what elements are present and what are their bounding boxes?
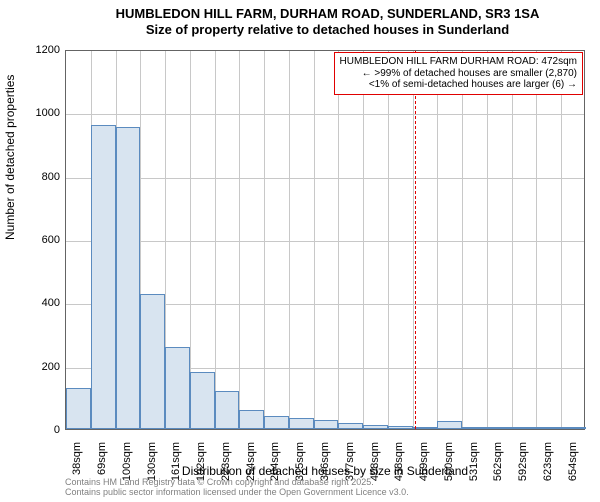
y-tick: 1000 xyxy=(10,107,60,119)
histogram-bar xyxy=(314,420,339,430)
gridline-h xyxy=(66,241,584,242)
x-axis-label: Distribution of detached houses by size … xyxy=(65,464,585,478)
y-tick: 600 xyxy=(10,234,60,246)
histogram-bar xyxy=(91,125,116,429)
annotation-line: HUMBLEDON HILL FARM DURHAM ROAD: 472sqm xyxy=(340,56,577,68)
property-size-histogram: HUMBLEDON HILL FARM, DURHAM ROAD, SUNDER… xyxy=(0,0,600,500)
gridline-h xyxy=(66,178,584,179)
histogram-bar xyxy=(413,427,438,429)
gridline-v xyxy=(512,51,513,429)
title-line-1: HUMBLEDON HILL FARM, DURHAM ROAD, SUNDER… xyxy=(65,6,590,22)
gridline-v xyxy=(561,51,562,429)
histogram-bar xyxy=(338,423,363,429)
gridline-v xyxy=(437,51,438,429)
y-axis-label: Number of detached properties xyxy=(3,75,17,240)
histogram-bar xyxy=(363,425,388,429)
gridline-v xyxy=(363,51,364,429)
gridline-v xyxy=(289,51,290,429)
y-tick: 400 xyxy=(10,297,60,309)
histogram-bar xyxy=(289,418,314,429)
gridline-v xyxy=(314,51,315,429)
reference-line xyxy=(415,51,416,429)
histogram-bar xyxy=(536,427,561,429)
histogram-bar xyxy=(140,294,165,429)
gridline-v xyxy=(487,51,488,429)
histogram-bar xyxy=(388,426,413,429)
y-tick: 0 xyxy=(10,424,60,436)
chart-footer: Contains HM Land Registry data © Crown c… xyxy=(65,478,409,498)
gridline-v xyxy=(462,51,463,429)
histogram-bar xyxy=(215,391,240,429)
histogram-bar xyxy=(190,372,215,429)
gridline-v xyxy=(239,51,240,429)
gridline-v xyxy=(388,51,389,429)
footer-line-2: Contains public sector information licen… xyxy=(65,488,409,498)
histogram-bar xyxy=(239,410,264,429)
histogram-bar xyxy=(116,127,141,429)
title-line-2: Size of property relative to detached ho… xyxy=(65,22,590,38)
plot-area: HUMBLEDON HILL FARM DURHAM ROAD: 472sqm←… xyxy=(65,50,585,430)
chart-title: HUMBLEDON HILL FARM, DURHAM ROAD, SUNDER… xyxy=(65,6,590,37)
gridline-v xyxy=(413,51,414,429)
annotation-box: HUMBLEDON HILL FARM DURHAM ROAD: 472sqm←… xyxy=(334,52,583,95)
histogram-bar xyxy=(437,421,462,429)
y-tick: 200 xyxy=(10,361,60,373)
y-tick: 800 xyxy=(10,171,60,183)
annotation-line: ← >99% of detached houses are smaller (2… xyxy=(340,68,577,80)
gridline-v xyxy=(215,51,216,429)
histogram-bar xyxy=(512,427,537,429)
gridline-v xyxy=(264,51,265,429)
histogram-bar xyxy=(165,347,190,429)
annotation-line: <1% of semi-detached houses are larger (… xyxy=(340,79,577,91)
histogram-bar xyxy=(264,416,289,429)
gridline-v xyxy=(338,51,339,429)
histogram-bar xyxy=(66,388,91,429)
gridline-v xyxy=(536,51,537,429)
gridline-h xyxy=(66,114,584,115)
histogram-bar xyxy=(487,427,512,429)
histogram-bar xyxy=(561,427,586,429)
histogram-bar xyxy=(462,427,487,429)
y-tick: 1200 xyxy=(10,44,60,56)
